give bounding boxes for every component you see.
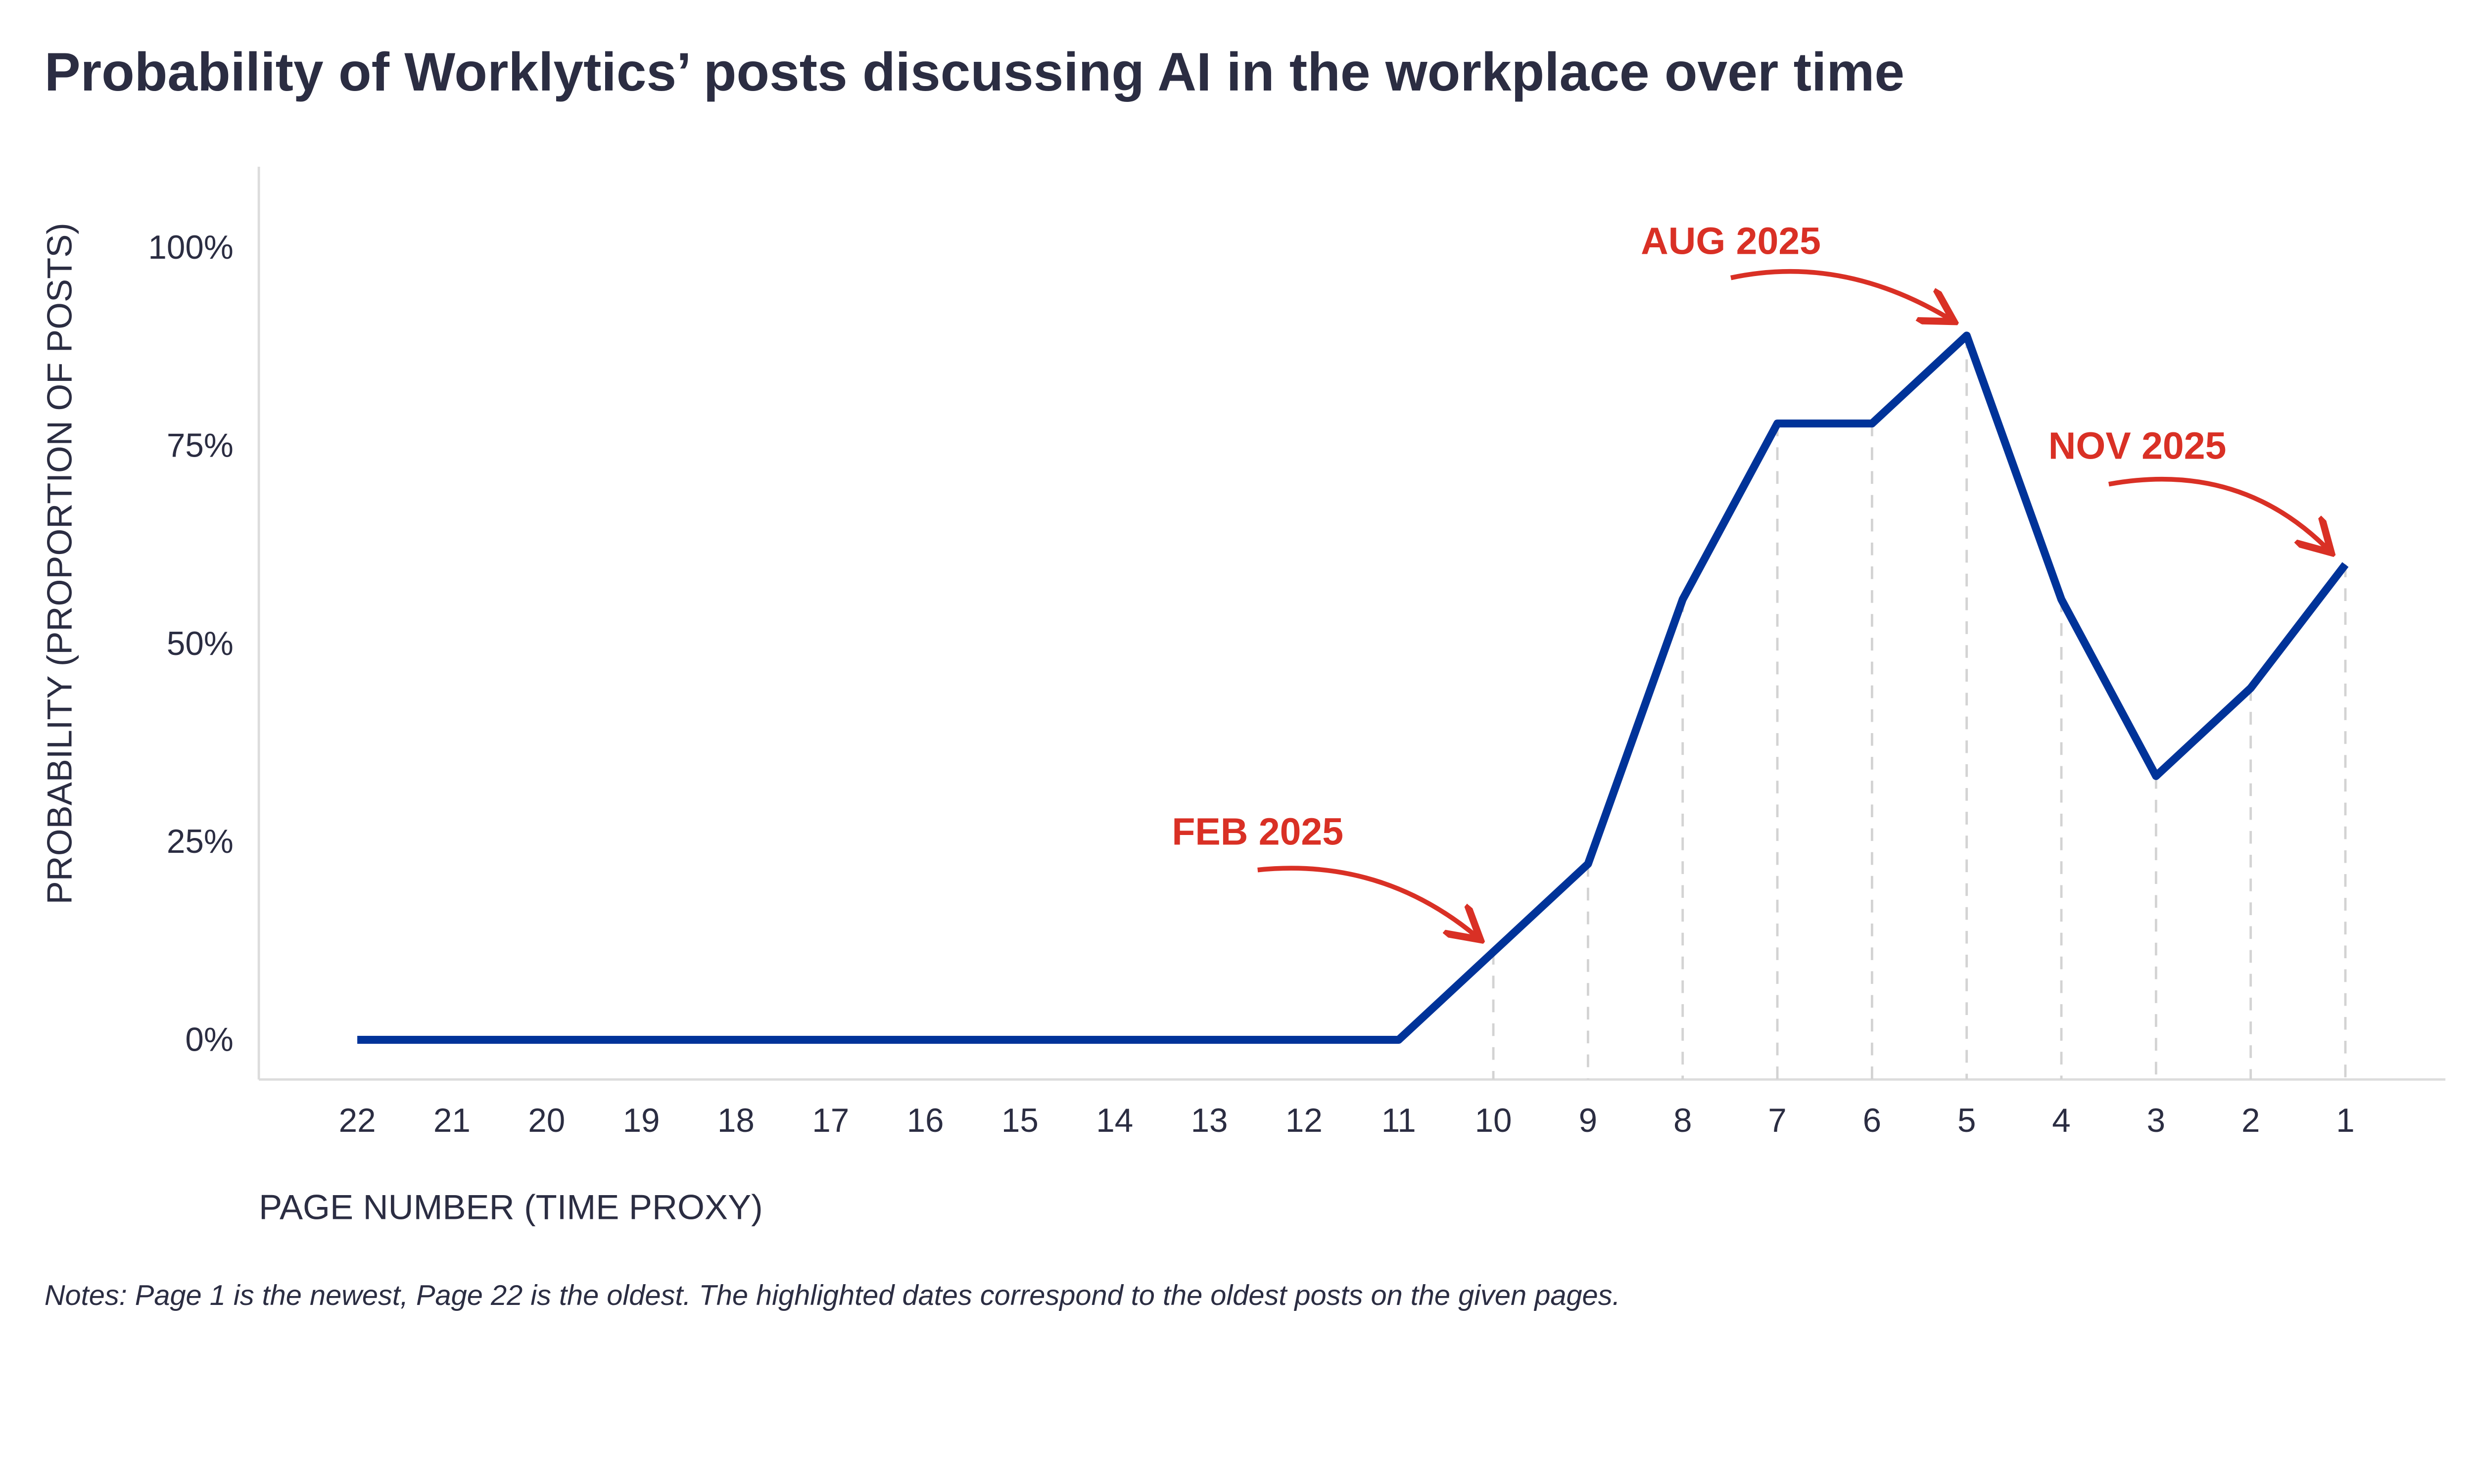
x-tick-label: 18 xyxy=(717,1102,755,1139)
line-chart: Probability of Worklytics’ posts discuss… xyxy=(40,42,2446,1311)
annotation-arrow xyxy=(2108,476,2328,550)
x-tick-label: 20 xyxy=(528,1102,565,1139)
annotation-arrow xyxy=(1257,866,1477,936)
x-tick-label: 19 xyxy=(623,1102,660,1139)
y-tick-label: 25% xyxy=(167,823,234,860)
series-group xyxy=(357,331,2349,1044)
x-tick-label: 8 xyxy=(1673,1102,1692,1139)
y-tick-label: 0% xyxy=(185,1021,233,1059)
x-tick-label: 16 xyxy=(907,1102,944,1139)
x-tick-label: 17 xyxy=(812,1102,849,1139)
annotation-label: AUG 2025 xyxy=(1641,220,1821,262)
chart-notes: Notes: Page 1 is the newest, Page 22 is … xyxy=(45,1280,1620,1311)
data-point xyxy=(2345,564,2346,565)
annotation-arrow xyxy=(1730,269,1950,319)
y-tick-label: 75% xyxy=(167,427,234,464)
x-tick-label: 14 xyxy=(1096,1102,1133,1139)
annotation-label: NOV 2025 xyxy=(2048,424,2227,467)
data-point xyxy=(1966,335,1967,336)
data-point xyxy=(2250,688,2251,689)
x-tick-label: 15 xyxy=(1001,1102,1039,1139)
x-tick-label: 1 xyxy=(2336,1102,2354,1139)
x-tick-label: 6 xyxy=(1863,1102,1881,1139)
drop-lines xyxy=(1492,335,2347,1080)
data-point xyxy=(1777,423,1778,424)
x-tick-label: 11 xyxy=(1381,1102,1416,1139)
x-tick-label: 12 xyxy=(1285,1102,1323,1139)
data-point xyxy=(1682,599,1683,600)
x-tick-label: 10 xyxy=(1475,1102,1512,1139)
series-line xyxy=(357,331,2349,1044)
y-tick-label: 100% xyxy=(148,229,233,266)
data-point xyxy=(2061,599,2062,600)
y-axis-title: PROBABILITY (PROPORTION OF POSTS) xyxy=(40,223,79,904)
x-ticks: 22 21 20 19 18 17 16 15 14 13 12 11 10 9 8 7 6 5 4 3 2 1 xyxy=(339,1102,2355,1139)
x-tick-label: 2 xyxy=(2241,1102,2260,1139)
x-tick-label: 4 xyxy=(2052,1102,2070,1139)
y-ticks: 0% 25% 50% 75% 100% xyxy=(148,229,233,1058)
y-tick-label: 50% xyxy=(167,625,234,662)
x-tick-label: 5 xyxy=(1957,1102,1976,1139)
annotations: FEB 2025 AUG 2025 NOV 2025 xyxy=(1172,220,2328,936)
x-tick-label: 21 xyxy=(433,1102,471,1139)
x-tick-label: 22 xyxy=(339,1102,376,1139)
x-tick-label: 3 xyxy=(2147,1102,2165,1139)
x-tick-label: 13 xyxy=(1191,1102,1228,1139)
x-tick-label: 7 xyxy=(1768,1102,1786,1139)
x-tick-label: 9 xyxy=(1579,1102,1597,1139)
annotation-label: FEB 2025 xyxy=(1172,810,1343,853)
x-axis-title: PAGE NUMBER (TIME PROXY) xyxy=(259,1188,762,1227)
chart-title: Probability of Worklytics’ posts discuss… xyxy=(45,42,1904,102)
